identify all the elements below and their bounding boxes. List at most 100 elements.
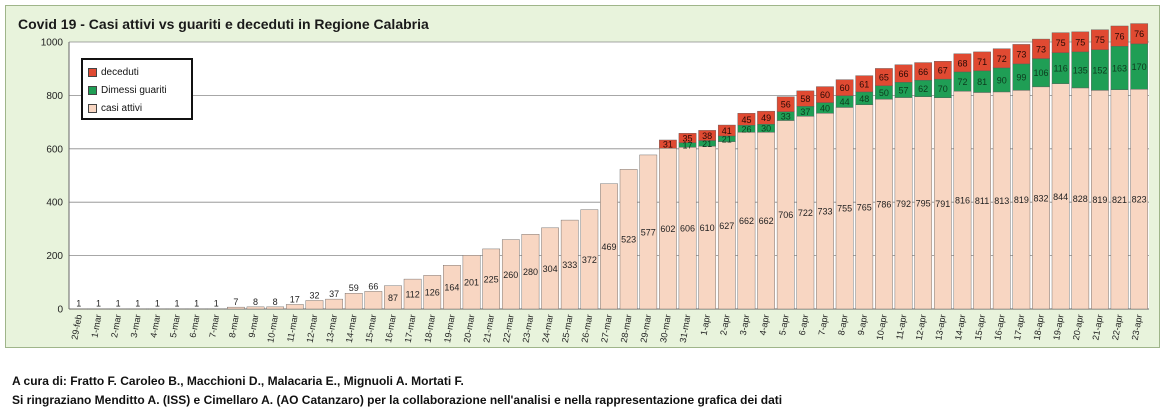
x-tick-label: 21-apr (1091, 314, 1105, 341)
legend-item-guariti: Dimessi guariti (88, 81, 186, 99)
data-label-guariti: 152 (1092, 66, 1107, 76)
x-tick-label: 7-apr (816, 314, 829, 336)
data-label-guariti: 50 (879, 88, 889, 98)
x-tick-label: 20-mar (462, 314, 477, 344)
x-tick-label: 14-apr (953, 314, 967, 341)
bar-deceduti (1051, 32, 1070, 53)
data-label-attivi: 627 (719, 221, 734, 231)
x-tick-label: 16-apr (992, 314, 1006, 341)
data-label-attivi: 59 (349, 283, 359, 293)
credits-line-2: Si ringraziano Menditto A. (ISS) e Cimel… (12, 393, 783, 407)
x-tick-label: 11-mar (285, 314, 300, 343)
bar-attivi (89, 308, 108, 310)
x-tick-label: 24-mar (540, 314, 555, 344)
x-tick-label: 26-mar (580, 314, 595, 344)
data-label-attivi: 795 (916, 198, 931, 208)
legend-item-attivi: casi attivi (88, 99, 186, 117)
x-tick-label: 10-apr (875, 314, 889, 341)
x-tick-label: 19-mar (442, 314, 457, 344)
bar-deceduti (894, 64, 913, 83)
credits: A cura di: Fratto F. Caroleo B., Macchio… (12, 372, 782, 410)
bar-attivi (580, 209, 599, 310)
bar-deceduti (678, 133, 697, 143)
data-label-attivi: 819 (1014, 195, 1029, 205)
y-tick-label: 800 (46, 91, 63, 102)
bar-attivi (560, 219, 579, 310)
data-label-attivi: 577 (641, 227, 656, 237)
data-label-guariti: 17 (683, 140, 693, 150)
chart-title: Covid 19 - Casi attivi vs guariti e dece… (18, 16, 429, 32)
bar-attivi (305, 300, 324, 310)
bar-attivi (128, 308, 147, 310)
bar-attivi (187, 308, 206, 310)
legend-swatch-guariti (88, 85, 97, 95)
x-tick-label: 6-mar (188, 314, 202, 339)
legend-item-deceduti: deceduti (88, 63, 186, 81)
bar-attivi (207, 308, 226, 310)
x-tick-label: 29-feb (70, 314, 84, 341)
data-label-guariti: 90 (997, 75, 1007, 85)
data-label-attivi: 304 (543, 264, 558, 274)
bar-deceduti (1071, 31, 1090, 53)
y-tick-label: 0 (57, 305, 63, 316)
data-label-attivi: 662 (759, 216, 774, 226)
data-label-attivi: 1 (76, 299, 81, 309)
x-tick-label: 1-apr (699, 314, 712, 336)
data-label-attivi: 821 (1112, 195, 1127, 205)
data-label-guariti: 48 (859, 94, 869, 104)
bar-attivi (109, 308, 127, 310)
bar-deceduti (1110, 25, 1129, 47)
data-label-deceduti: 65 (879, 73, 889, 83)
data-label-attivi: 260 (503, 270, 518, 280)
data-label-attivi: 1 (174, 299, 179, 309)
data-label-deceduti: 49 (761, 113, 771, 123)
data-label-attivi: 791 (935, 199, 950, 209)
data-label-attivi: 792 (896, 199, 911, 209)
data-label-attivi: 8 (253, 297, 258, 307)
data-label-guariti: 44 (840, 97, 850, 107)
x-tick-label: 20-apr (1071, 314, 1085, 341)
bar-deceduti (737, 113, 756, 126)
bar-attivi (325, 298, 343, 310)
data-label-deceduti: 67 (938, 66, 948, 76)
bar-attivi (600, 183, 618, 310)
data-label-guariti: 33 (781, 112, 791, 122)
bar-attivi (227, 306, 245, 310)
data-label-attivi: 66 (368, 281, 378, 291)
legend-label-attivi: casi attivi (101, 102, 143, 114)
data-label-deceduti: 73 (1036, 44, 1046, 54)
bar-attivi (384, 285, 402, 310)
data-label-attivi: 816 (955, 196, 970, 206)
x-tick-label: 9-apr (856, 314, 869, 336)
data-label-guariti: 135 (1073, 65, 1088, 75)
bar-attivi (501, 239, 520, 310)
bar-deceduti (1091, 29, 1109, 50)
bar-attivi (148, 308, 167, 310)
x-tick-label: 2-apr (718, 314, 731, 336)
x-tick-label: 2-mar (109, 314, 123, 339)
data-label-attivi: 469 (601, 242, 616, 252)
bar-deceduti (875, 68, 893, 86)
bar-deceduti (1032, 38, 1050, 59)
x-tick-label: 12-apr (914, 314, 928, 341)
y-tick-label: 1000 (41, 38, 64, 49)
data-label-attivi: 523 (621, 235, 636, 245)
data-label-attivi: 706 (778, 210, 793, 220)
data-label-attivi: 606 (680, 224, 695, 234)
x-tick-label: 6-apr (797, 314, 810, 336)
data-label-deceduti: 56 (781, 100, 791, 110)
x-tick-label: 7-mar (207, 314, 221, 339)
data-label-attivi: 755 (837, 204, 852, 214)
y-tick-label: 400 (46, 198, 63, 209)
x-tick-label: 25-mar (560, 314, 575, 344)
bar-deceduti (835, 79, 854, 96)
data-label-deceduti: 76 (1115, 32, 1125, 42)
data-label-attivi: 8 (273, 297, 278, 307)
bar-deceduti (757, 110, 775, 125)
x-tick-label: 29-mar (638, 314, 653, 344)
data-label-guariti: 40 (820, 103, 830, 113)
bar-deceduti (933, 61, 952, 80)
x-tick-label: 16-mar (383, 314, 398, 344)
x-tick-label: 19-apr (1051, 314, 1065, 341)
